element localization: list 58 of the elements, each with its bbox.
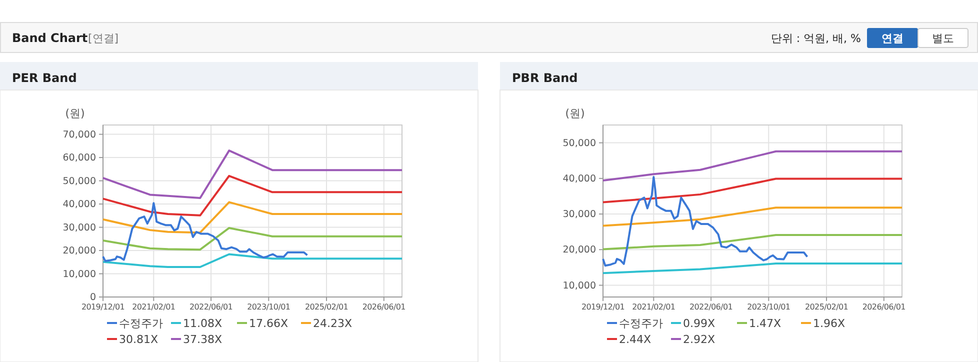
legend-label: 0.99X [683, 317, 716, 330]
chart-title: PBR Band [512, 71, 578, 85]
legend-label: 30.81X [119, 333, 158, 346]
line-series [602, 206, 903, 227]
y-axis-title: (원) [565, 107, 585, 120]
line-series [102, 174, 403, 216]
y-tick-label: 50,000 [62, 176, 96, 187]
legend-label: 2.44X [619, 333, 652, 346]
y-tick-label: 20,000 [62, 246, 96, 257]
x-tick-label: 2023/10/01 [247, 302, 290, 312]
text: Band Chart [12, 31, 88, 45]
line-series [602, 178, 903, 204]
x-tick-label: 2026/06/01 [862, 302, 906, 312]
legend-label: 2.92X [683, 333, 716, 346]
legend-label: 11.08X [183, 317, 222, 330]
legend-label: 1.47X [749, 317, 782, 330]
y-tick-label: 30,000 [562, 209, 596, 220]
y-tick-label: 60,000 [62, 152, 96, 164]
x-tick-label: 2022/06/01 [189, 302, 233, 312]
text: 별도 [932, 32, 954, 45]
y-tick-label: 50,000 [562, 138, 596, 149]
legend-label: 24.23X [313, 317, 352, 330]
legend-label: 1.96X [813, 317, 846, 330]
line-series [102, 201, 403, 234]
y-tick-label: 30,000 [62, 222, 96, 234]
x-tick-label: 2019/12/01 [81, 302, 125, 312]
line-series [602, 262, 903, 274]
x-tick-label: 2023/10/01 [747, 302, 790, 312]
x-tick-label: 2022/06/01 [689, 302, 733, 312]
x-tick-label: 2026/06/01 [362, 302, 406, 312]
legend-label: 37.38X [183, 333, 222, 346]
x-tick-label: 2025/02/01 [804, 302, 848, 312]
y-tick-label: 10,000 [62, 268, 96, 280]
y-tick-label: 70,000 [62, 129, 96, 140]
text: 연결 [882, 32, 904, 45]
text: [연결] [88, 32, 119, 45]
y-tick-label: 40,000 [62, 199, 96, 210]
legend-label: 수정주가 [119, 317, 163, 330]
y-tick-label: 40,000 [562, 173, 596, 184]
x-tick-label: 2025/02/01 [304, 302, 348, 312]
y-axis-title: (원) [65, 107, 85, 120]
x-tick-label: 2021/02/01 [132, 302, 176, 312]
legend-label: 17.66X [249, 317, 288, 330]
y-tick-label: 0 [90, 292, 96, 304]
legend-label: 수정주가 [619, 317, 663, 330]
x-tick-label: 2019/12/01 [581, 302, 625, 312]
text: 단위 : 억원, 배, % [770, 32, 861, 45]
line-series [602, 150, 903, 182]
line-series [102, 150, 403, 199]
line-series [102, 253, 403, 268]
y-tick-label: 20,000 [562, 244, 596, 256]
line-series [102, 226, 403, 251]
line-series [602, 234, 903, 250]
x-tick-label: 2021/02/01 [632, 302, 676, 312]
line-series [602, 176, 808, 267]
chart-title: PER Band [12, 71, 77, 85]
y-tick-label: 10,000 [562, 280, 596, 292]
line-series [102, 202, 308, 262]
